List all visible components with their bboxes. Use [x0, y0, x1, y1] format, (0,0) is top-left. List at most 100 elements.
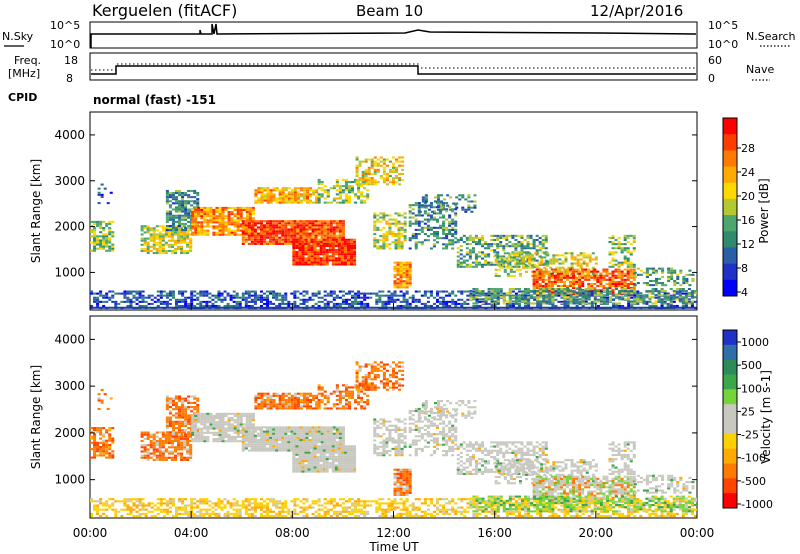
power-cell: [617, 293, 621, 296]
power-cell: [393, 269, 397, 272]
power-cell: [657, 292, 661, 295]
power-cell: [262, 226, 267, 229]
power-cell: [651, 290, 655, 293]
power-cell: [341, 242, 345, 245]
power-cell: [579, 258, 583, 261]
velocity-cell: [173, 448, 178, 451]
power-cell: [224, 225, 228, 228]
power-cell: [490, 296, 494, 299]
power-cell: [623, 247, 627, 250]
power-cell: [593, 290, 597, 293]
power-cell: [442, 222, 446, 225]
power-cell: [535, 278, 539, 281]
power-cell: [546, 262, 550, 265]
power-cell: [178, 191, 182, 195]
power-cell: [149, 239, 153, 242]
power-cell: [627, 292, 631, 295]
power-cell: [269, 197, 273, 200]
power-cell: [514, 302, 518, 305]
velocity-cell: [105, 439, 109, 442]
power-cell: [212, 225, 216, 228]
power-cell: [590, 290, 594, 293]
power-cell: [532, 243, 536, 246]
power-cell: [563, 288, 567, 291]
power-cell: [193, 200, 197, 203]
power-cell: [420, 214, 424, 217]
power-cell: [93, 241, 97, 244]
power-cell: [493, 234, 497, 237]
power-cell: [439, 300, 443, 303]
power-cell: [588, 260, 592, 263]
power-cell: [363, 304, 367, 308]
power-cell: [144, 296, 148, 299]
velocity-cell: [174, 416, 179, 419]
power-cell: [627, 304, 631, 308]
power-cell: [177, 229, 181, 232]
power-cell: [484, 300, 488, 303]
power-cell: [684, 290, 688, 293]
power-cell: [540, 258, 544, 261]
power-cell: [497, 274, 501, 277]
power-cell: [535, 287, 539, 290]
power-cell: [566, 292, 570, 295]
power-cell: [181, 229, 185, 232]
power-cell: [165, 216, 169, 219]
power-cell: [295, 244, 299, 247]
power-cell: [398, 177, 402, 180]
power-cell: [472, 290, 476, 293]
power-cell: [420, 230, 424, 233]
power-cell: [301, 253, 305, 256]
power-cell: [338, 224, 342, 227]
power-cell: [217, 304, 221, 308]
power-cell: [302, 300, 306, 303]
power-cell: [636, 292, 640, 295]
power-cell: [93, 235, 97, 238]
power-cell: [105, 224, 109, 228]
power-cell: [287, 232, 291, 235]
power-cell: [663, 298, 667, 301]
power-cell: [541, 285, 545, 288]
power-cell: [266, 298, 270, 301]
power-cell: [370, 183, 374, 186]
power-cell: [340, 257, 344, 260]
power-cell: [178, 220, 182, 223]
power-cell: [630, 302, 634, 305]
power-cell: [259, 294, 263, 297]
power-cell: [435, 300, 440, 303]
power-cell: [247, 242, 251, 245]
power-cell: [347, 195, 352, 198]
power-cell: [284, 294, 288, 297]
power-cell: [266, 193, 270, 196]
power-cell: [159, 302, 163, 305]
power-cell: [150, 302, 154, 305]
velocity-cell: [181, 408, 185, 411]
power-cell: [418, 204, 422, 207]
power-cell: [284, 201, 288, 204]
power-cell: [515, 260, 519, 263]
power-cell: [337, 246, 341, 250]
power-cell: [463, 290, 467, 293]
power-cell: [448, 292, 452, 295]
power-cell: [405, 284, 409, 287]
power-cell: [669, 298, 673, 301]
power-cell: [206, 231, 210, 234]
power-cell: [615, 288, 619, 291]
power-cell: [132, 300, 136, 303]
power-cell: [391, 218, 395, 221]
power-cell: [262, 220, 267, 223]
velocity-cell: [164, 450, 168, 453]
power-cell: [165, 218, 169, 221]
power-cell: [385, 177, 389, 180]
power-cell: [496, 300, 500, 303]
power-cell: [181, 206, 185, 209]
power-cell: [626, 287, 630, 290]
power-cell: [429, 304, 433, 308]
power-cell: [578, 270, 582, 273]
power-cell: [334, 253, 338, 256]
power-cell: [520, 243, 524, 246]
power-cell: [524, 294, 528, 297]
power-cell: [512, 270, 516, 273]
power-cell: [611, 257, 615, 260]
power-cell: [605, 302, 609, 305]
power-cell: [331, 242, 335, 245]
